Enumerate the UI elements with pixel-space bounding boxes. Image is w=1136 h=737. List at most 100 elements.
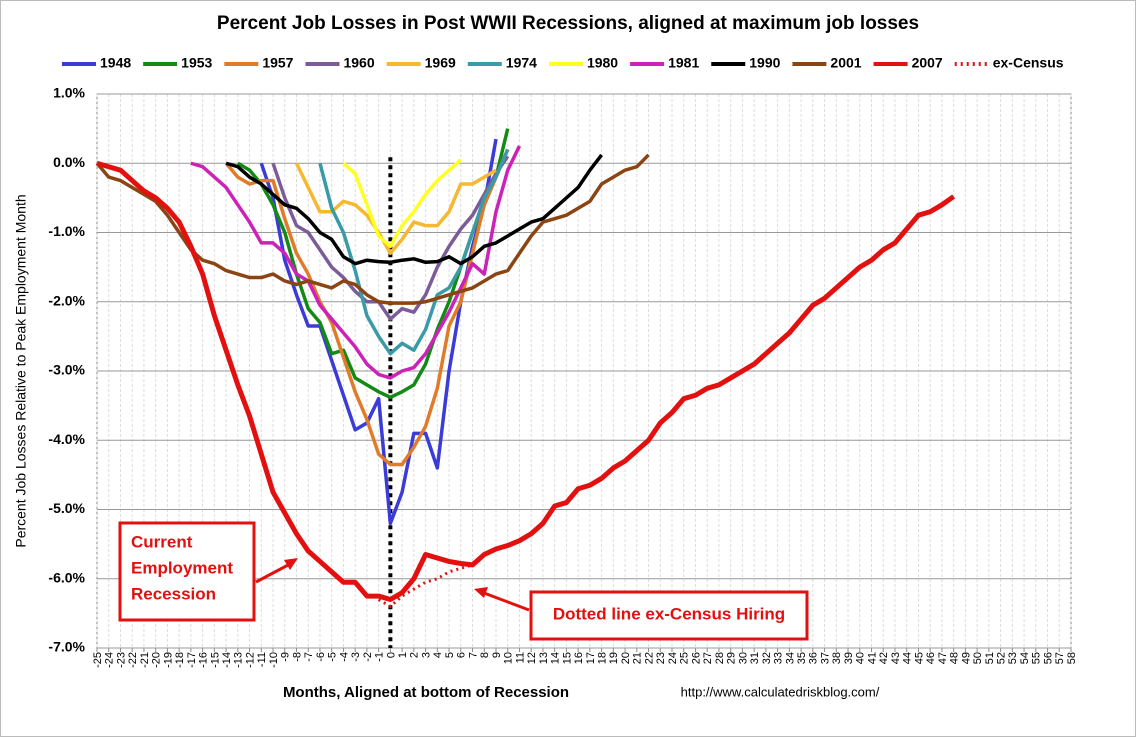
series-line [259, 138, 498, 526]
x-tick-label: 31 [749, 652, 761, 664]
x-axis-label: Months, Aligned at bottom of Recession [283, 684, 569, 701]
series-line [271, 155, 510, 321]
x-tick-label: -1 [374, 652, 386, 662]
x-tick-label: -6 [315, 652, 327, 662]
x-tick-label: 0 [385, 652, 397, 658]
x-tick-label: -20 [151, 652, 163, 668]
legend-label: 1990 [749, 55, 780, 71]
x-tick-label: 28 [714, 652, 726, 664]
series-line [224, 148, 510, 467]
x-tick-label: 56 [1042, 652, 1054, 664]
x-tick-label: 4 [432, 652, 444, 658]
annotation-box [118, 521, 256, 622]
legend-label: 1980 [587, 55, 618, 71]
x-tick-label: 50 [972, 652, 984, 664]
y-tick-label: -1.0% [48, 223, 85, 239]
x-tick-label: -23 [115, 652, 127, 668]
x-tick-label: 37 [819, 652, 831, 664]
x-tick-label: 13 [538, 652, 550, 664]
x-tick-label: 53 [1007, 652, 1019, 664]
x-tick-label: 9 [491, 652, 503, 658]
x-tick-label: -15 [209, 652, 221, 668]
x-tick-label: 20 [620, 652, 632, 664]
chart-title: Percent Job Losses in Post WWII Recessio… [217, 13, 919, 34]
plot-area: -25 -24 -23 -22 -21 -20 -19 -18 -17 -16 -15 -14 -13-… [48, 85, 1077, 668]
x-tick-label: 27 [702, 652, 714, 664]
source: http://www.calculatedriskblog.com/ [681, 684, 880, 699]
x-tick-label: 2 [409, 652, 421, 658]
x-tick-label: -22 [127, 652, 139, 668]
x-tick-label: -9 [280, 652, 292, 662]
x-tick-label: 21 [632, 652, 644, 664]
x-tick-label: 41 [866, 652, 878, 664]
x-tick-label: 52 [995, 652, 1007, 664]
y-tick-label: 0.0% [53, 154, 85, 170]
annotation-text: Recession [131, 584, 216, 603]
x-tick-label: -3 [350, 652, 362, 662]
legend: 1948 1953 1957 1960 1969 1974 1980 1981 1990 2001… [62, 55, 1064, 71]
legend-label: ex-Census [993, 55, 1064, 71]
legend-label: 1953 [181, 55, 212, 71]
x-tick-label: 44 [902, 652, 914, 664]
x-tick-label: 12 [526, 652, 538, 664]
x-tick-label: 6 [456, 652, 468, 658]
annotation-text: Current [131, 532, 193, 551]
x-tick-label: -4 [338, 652, 350, 662]
x-tick-label: 58 [1066, 652, 1078, 664]
legend-label: 1974 [506, 55, 537, 71]
x-tick-label: 30 [737, 652, 749, 664]
series-line [96, 160, 956, 603]
annotations: Current Employment Recession Dotted line… [118, 521, 809, 641]
annotation-text: Dotted line ex-Census Hiring [553, 604, 785, 623]
x-tick-label: 35 [796, 652, 808, 664]
annotation-arrow [483, 591, 530, 612]
x-tick-label: -16 [198, 652, 210, 668]
y-axis-label: Percent Job Losses Relative to Peak Empl… [13, 194, 29, 547]
legend-label: 1957 [262, 55, 293, 71]
series-line [294, 162, 497, 256]
x-tick-label: 1 [397, 652, 409, 658]
x-tick-label: -8 [291, 652, 303, 662]
x-tick-label: 22 [643, 652, 655, 664]
x-tick-label: 29 [726, 652, 738, 664]
x-tick-label: 7 [467, 652, 479, 658]
x-tick-label: 48 [949, 652, 961, 664]
annotation-arrowhead [474, 587, 488, 598]
y-tick-label: -6.0% [48, 569, 85, 585]
legend-label: 2007 [912, 55, 943, 71]
x-tick-label: 39 [843, 652, 855, 664]
annotation-box [529, 590, 809, 641]
x-tick-label: 38 [831, 652, 843, 664]
x-tick-label: 54 [1019, 652, 1031, 664]
x-tick-label: -2 [362, 652, 374, 662]
x-tick-label: 42 [878, 652, 890, 664]
x-tick-label: -21 [139, 652, 151, 668]
series-line [377, 563, 473, 608]
x-tick-label: 24 [667, 652, 679, 664]
annotation-arrowhead [284, 558, 298, 570]
y-tick-label: -3.0% [48, 362, 85, 378]
x-tick-label: 16 [573, 652, 585, 664]
x-tick-label: -24 [104, 652, 116, 668]
legend-label: 2001 [830, 55, 861, 71]
x-tick-label: -5 [327, 652, 339, 662]
legend-label: 1960 [343, 55, 374, 71]
x-tick-label: 3 [420, 652, 432, 658]
x-tick-label: 11 [514, 652, 526, 663]
x-tick-label: -11 [256, 652, 268, 667]
x-tick-label: -19 [162, 652, 174, 668]
annotation-text: Employment [131, 558, 233, 577]
x-tick-label: -17 [186, 652, 198, 668]
x-tick-label: 55 [1031, 652, 1043, 664]
x-tick-label: -10 [268, 652, 280, 668]
x-tick-label: -12 [244, 652, 256, 668]
legend-label: 1981 [668, 55, 699, 71]
x-tick-label: 25 [679, 652, 691, 664]
x-tick-label: 40 [855, 652, 867, 664]
x-tick-label: -7 [303, 652, 315, 662]
x-tick-label: 8 [479, 652, 491, 658]
x-tick-label: 32 [761, 652, 773, 664]
x-tick-label: 10 [503, 652, 515, 664]
annotation-arrow [255, 562, 291, 584]
